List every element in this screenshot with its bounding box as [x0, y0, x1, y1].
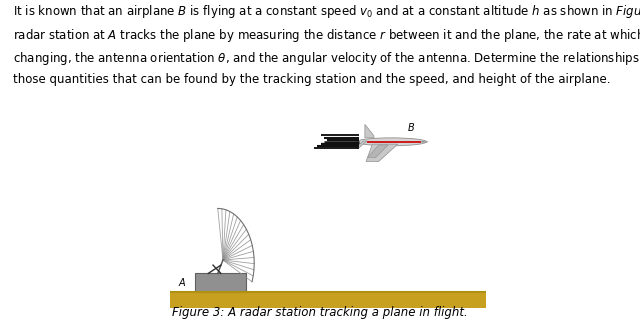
Polygon shape	[367, 145, 388, 158]
Polygon shape	[366, 144, 397, 162]
Text: Figure 3: A radar station tracking a plane in flight.: Figure 3: A radar station tracking a pla…	[172, 306, 468, 319]
Bar	[170, 292, 486, 308]
Text: It is known that an airplane $B$ is flying at a constant speed $v_0$ and at a co: It is known that an airplane $B$ is flyi…	[13, 3, 640, 86]
Polygon shape	[365, 124, 374, 138]
Bar	[195, 273, 246, 292]
Ellipse shape	[356, 138, 426, 146]
Polygon shape	[355, 141, 367, 148]
Polygon shape	[420, 141, 428, 142]
Bar	[367, 140, 421, 143]
Text: B: B	[408, 123, 414, 133]
Text: A: A	[179, 278, 186, 288]
